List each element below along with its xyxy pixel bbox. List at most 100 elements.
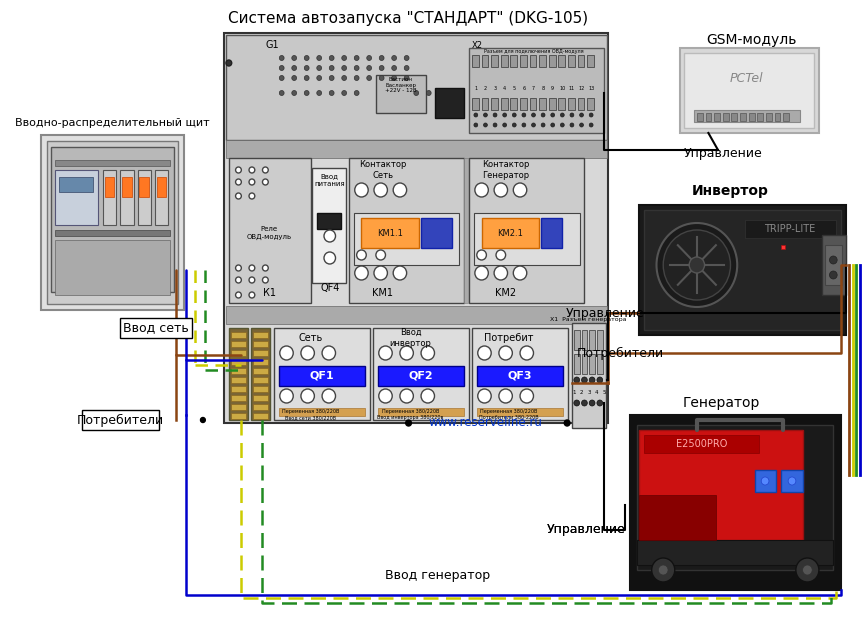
Circle shape [322, 389, 335, 403]
Circle shape [830, 256, 837, 264]
Bar [680, 48, 819, 133]
Bar [253, 386, 268, 392]
Circle shape [400, 389, 413, 403]
Circle shape [324, 252, 335, 264]
Bar [481, 98, 488, 110]
Circle shape [589, 400, 595, 406]
Bar [491, 98, 498, 110]
Text: Сеть: Сеть [299, 333, 323, 343]
Circle shape [249, 167, 255, 173]
Circle shape [503, 123, 507, 127]
Text: Инвертор: Инвертор [692, 184, 769, 198]
Text: www.reserveline.ru: www.reserveline.ru [429, 416, 542, 429]
Text: 7: 7 [532, 86, 535, 91]
Bar [530, 98, 536, 110]
Bar [55, 160, 171, 166]
Circle shape [236, 167, 242, 173]
Circle shape [475, 183, 488, 197]
Circle shape [522, 123, 526, 127]
Bar [48, 141, 178, 304]
Circle shape [357, 250, 366, 260]
Bar [582, 330, 587, 350]
Circle shape [574, 377, 579, 383]
Bar [781, 245, 785, 249]
Circle shape [304, 91, 309, 96]
Bar [684, 53, 814, 128]
Bar [230, 386, 246, 392]
Bar [706, 113, 711, 121]
Circle shape [483, 113, 488, 117]
Bar [758, 113, 763, 121]
Circle shape [393, 266, 407, 280]
Bar [230, 332, 246, 338]
Bar [477, 366, 563, 386]
Bar [224, 33, 609, 423]
Bar [120, 318, 192, 338]
Circle shape [421, 346, 435, 360]
Circle shape [354, 76, 359, 81]
Text: E2500PRO: E2500PRO [676, 439, 727, 449]
Bar [376, 75, 426, 113]
Circle shape [652, 558, 675, 582]
Text: QF4: QF4 [320, 283, 339, 293]
Circle shape [301, 389, 314, 403]
Text: Потребит: Потребит [484, 333, 533, 343]
Bar [226, 140, 606, 158]
Bar [42, 135, 184, 310]
Text: 6: 6 [522, 86, 526, 91]
Circle shape [589, 377, 595, 383]
Bar [253, 413, 268, 419]
Text: KM1.1: KM1.1 [378, 229, 404, 238]
Circle shape [400, 346, 413, 360]
Text: Потребители 380-220В: Потребители 380-220В [479, 416, 539, 421]
Bar [510, 55, 517, 67]
Circle shape [689, 257, 705, 273]
Circle shape [236, 265, 242, 271]
Circle shape [342, 76, 346, 81]
Text: Переменная 380/220В: Переменная 380/220В [382, 409, 439, 414]
Text: 10: 10 [559, 86, 565, 91]
Bar [472, 98, 479, 110]
Circle shape [513, 123, 516, 127]
Circle shape [597, 400, 603, 406]
Circle shape [249, 179, 255, 185]
Circle shape [317, 76, 321, 81]
Bar [230, 413, 246, 419]
Text: Управление: Управление [566, 306, 645, 319]
Circle shape [391, 76, 397, 81]
Circle shape [342, 91, 346, 96]
Text: X1  Разъем генератора: X1 Разъем генератора [550, 318, 626, 322]
Circle shape [582, 377, 587, 383]
Text: QF1: QF1 [310, 371, 334, 381]
Bar [549, 55, 556, 67]
Circle shape [478, 346, 491, 360]
Circle shape [474, 123, 478, 127]
Text: Контактор
Сеть: Контактор Сеть [359, 160, 406, 180]
Bar [572, 323, 605, 428]
Bar [697, 113, 702, 121]
Circle shape [379, 66, 384, 71]
Circle shape [520, 389, 533, 403]
Circle shape [249, 265, 255, 271]
Bar [279, 408, 365, 416]
Circle shape [499, 389, 513, 403]
Circle shape [317, 66, 321, 71]
Text: 13: 13 [588, 86, 594, 91]
Circle shape [280, 346, 294, 360]
Circle shape [426, 91, 431, 96]
Circle shape [513, 113, 516, 117]
Bar [520, 98, 527, 110]
Bar [481, 218, 540, 248]
Bar [574, 330, 579, 350]
Circle shape [292, 91, 296, 96]
Circle shape [405, 420, 411, 426]
Circle shape [301, 346, 314, 360]
Bar [491, 55, 498, 67]
Bar [253, 377, 268, 383]
Bar [630, 415, 841, 590]
Bar [378, 408, 464, 416]
Bar [481, 55, 488, 67]
Bar [501, 55, 507, 67]
Text: 2: 2 [580, 391, 584, 396]
Text: Ввод
инвертор: Ввод инвертор [390, 328, 431, 348]
